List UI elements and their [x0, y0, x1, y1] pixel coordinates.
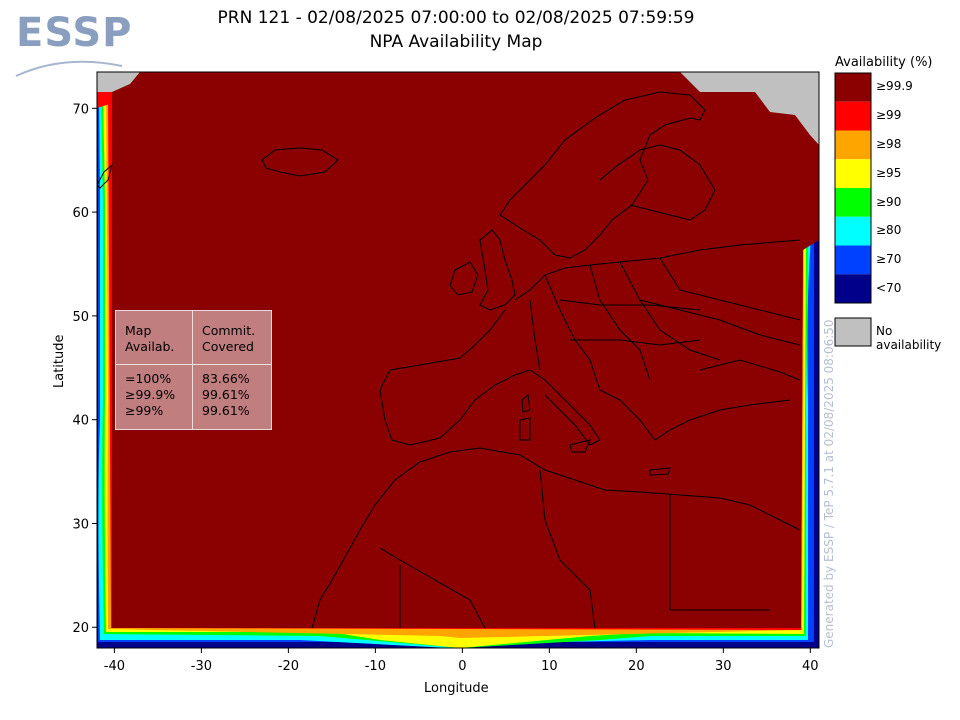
stats-header-line: Commit. — [202, 323, 256, 338]
generated-by-credit: Generated by ESSP / TeP 5.7.1 at 02/08/2… — [822, 319, 836, 648]
stats-col1-header: Map Availab. — [125, 323, 174, 355]
britain-coast — [479, 229, 516, 311]
legend-swatch — [835, 73, 871, 102]
border-egypt — [669, 495, 770, 611]
stats-row-labels: =100% ≥99.9% ≥99% — [125, 371, 175, 419]
stats-header-line: Covered — [202, 339, 254, 354]
iberia-coast — [379, 309, 531, 446]
legend-swatch — [835, 245, 871, 275]
legend-label: ≥80 — [876, 223, 902, 237]
black-sea-south — [699, 359, 801, 381]
legend-label: ≥90 — [876, 195, 902, 209]
coastlines — [97, 91, 801, 629]
legend-colorbar — [834, 72, 872, 304]
y-tick-label: 70 — [72, 102, 89, 117]
stats-row-value: 99.61% — [202, 387, 250, 402]
coverage-corner-red — [97, 92, 112, 108]
border-algeria-west — [379, 547, 486, 629]
x-tick-label: 40 — [802, 659, 819, 674]
x-tick-label: -30 — [191, 659, 212, 674]
legend-swatch-no-availability — [834, 317, 872, 347]
y-tick-label: 20 — [72, 621, 89, 636]
border-central-2 — [589, 264, 651, 381]
availability-stats-box: Map Availab. Commit. Covered =100% ≥99.9… — [115, 310, 272, 430]
legend-swatch — [835, 188, 871, 217]
stats-header-line: Availab. — [125, 339, 175, 354]
legend-label: ≥98 — [876, 137, 902, 151]
legend-swatch — [835, 130, 871, 160]
greenland-coast — [97, 163, 113, 189]
stats-row-label: =100% — [125, 371, 172, 386]
stats-col2-header: Commit. Covered — [202, 323, 255, 355]
x-tick-label: -20 — [278, 659, 299, 674]
legend-swatch — [835, 216, 871, 246]
legend-label: ≥70 — [876, 252, 902, 266]
x-axis-ticks: -40 -30 -20 -10 0 10 20 30 40 — [104, 648, 819, 674]
stats-row-values: 83.66% 99.61% 99.61% — [202, 371, 250, 419]
stats-header-line: Map — [125, 323, 152, 338]
x-axis-title: Longitude — [424, 681, 489, 696]
legend-label: ≥99 — [876, 108, 902, 122]
stats-row-label: ≥99.9% — [125, 387, 176, 402]
y-tick-label: 50 — [72, 310, 89, 325]
scandinavia-coast — [499, 91, 706, 259]
crete-coast — [649, 467, 671, 476]
no-availability-top-left — [97, 72, 140, 92]
north-europe-coast — [514, 239, 801, 301]
x-tick-label: 30 — [715, 659, 732, 674]
map-subtitle: NPA Availability Map — [369, 32, 543, 52]
border-libya — [539, 469, 596, 629]
ireland-coast — [449, 261, 479, 296]
x-tick-label: 0 — [458, 659, 466, 674]
sardinia-coast — [519, 417, 531, 441]
balkans-coast — [599, 389, 791, 441]
africa-west-coast — [311, 547, 351, 629]
y-axis-ticks: 20 30 40 50 60 70 — [72, 102, 97, 636]
italy-coast — [529, 369, 601, 446]
border-france-east — [529, 299, 541, 371]
legend-label: <70 — [876, 281, 902, 295]
legend-label: ≥99.9 — [876, 79, 913, 93]
essp-logo: ESSP — [16, 10, 133, 56]
legend-label-no-availability: No availability — [876, 324, 942, 352]
x-tick-label: -40 — [104, 659, 125, 674]
iceland-coast — [261, 147, 339, 177]
sicily-coast — [569, 439, 591, 453]
x-tick-label: 10 — [541, 659, 558, 674]
corsica-coast — [521, 394, 531, 413]
border-east-3 — [570, 339, 701, 346]
africa-north-coast — [349, 447, 801, 549]
coverage-field — [97, 72, 819, 648]
plot-frame — [96, 71, 820, 649]
no-availability-top-right — [680, 72, 819, 145]
legend-swatch — [835, 274, 871, 303]
stats-row-value: 83.66% — [202, 371, 250, 386]
stats-row-label: ≥99% — [125, 403, 164, 418]
y-axis-title: Latitude — [52, 334, 67, 388]
y-tick-label: 60 — [72, 206, 89, 221]
map-title: PRN 121 - 02/08/2025 07:00:00 to 02/08/2… — [217, 8, 695, 28]
x-tick-label: -10 — [365, 659, 386, 674]
legend-label: ≥95 — [876, 166, 902, 180]
stats-row-value: 99.61% — [202, 403, 250, 418]
border-central-3 — [619, 261, 721, 361]
finland-border — [599, 144, 716, 221]
coverage-band-99-9 — [112, 72, 819, 628]
x-tick-label: 20 — [628, 659, 645, 674]
logo-arc-icon — [15, 60, 123, 77]
y-tick-label: 30 — [72, 517, 89, 532]
legend-title: Availability (%) — [835, 55, 933, 70]
y-tick-label: 40 — [72, 414, 89, 429]
legend-swatch — [835, 159, 871, 188]
border-east-2 — [559, 299, 701, 311]
legend-swatch — [835, 101, 871, 131]
border-east-1 — [659, 257, 801, 321]
legend-colorbar-frame — [834, 72, 872, 304]
